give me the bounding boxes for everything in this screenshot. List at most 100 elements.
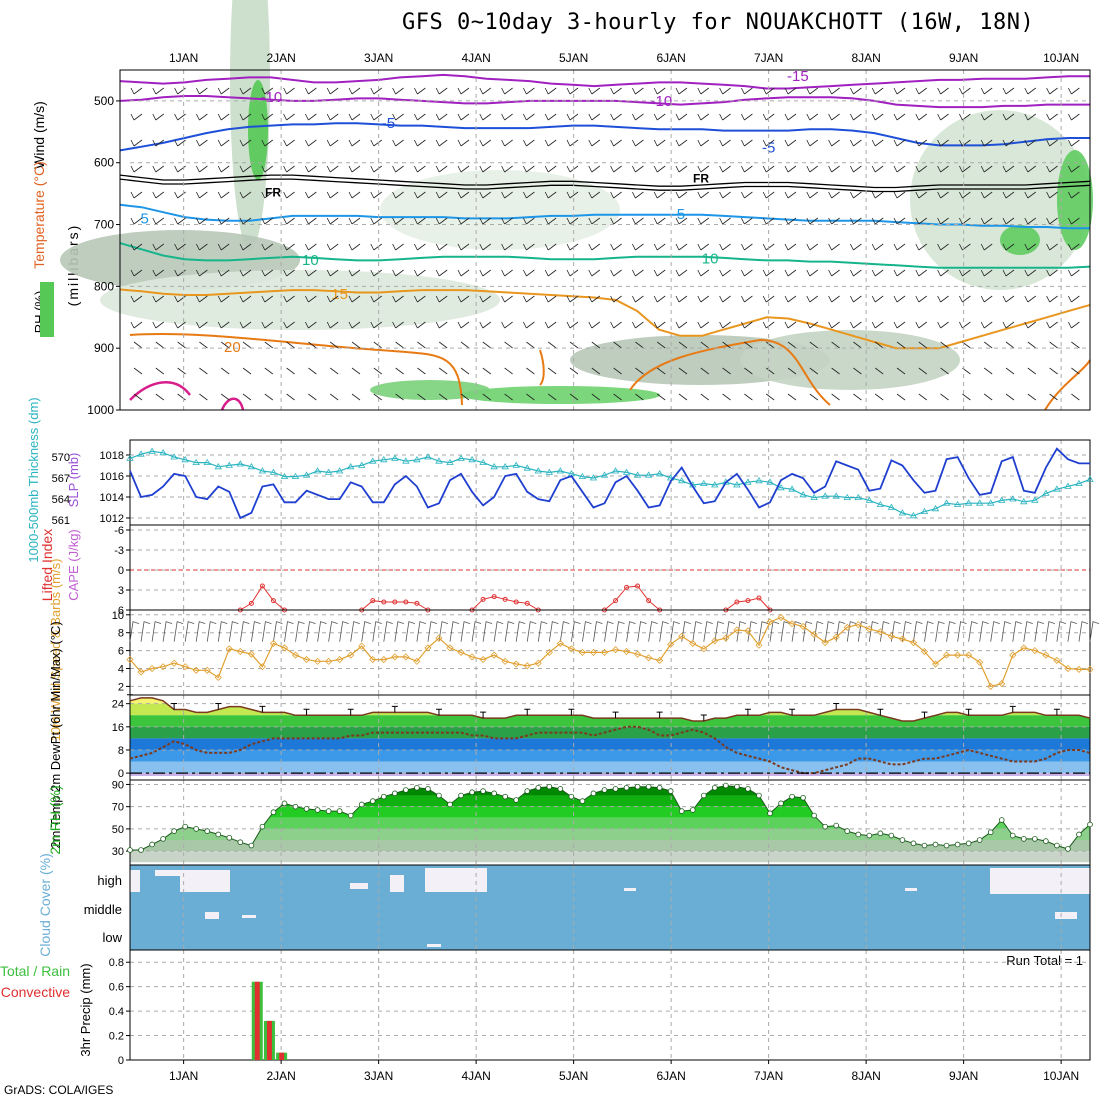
wind-barb — [940, 367, 949, 375]
wind-barb — [610, 191, 622, 199]
wind10m-barb — [957, 621, 967, 642]
wind-barb — [632, 243, 644, 251]
wind-barb — [613, 393, 622, 401]
wind-barb — [348, 87, 361, 95]
rh2m-point — [767, 810, 773, 817]
wind-barb — [152, 269, 165, 277]
wind-barb — [610, 295, 622, 303]
wind-barb — [940, 341, 949, 349]
wind10m-point — [700, 645, 708, 653]
wind-barb — [613, 367, 622, 375]
wind10m-point — [512, 660, 520, 668]
wind-barb — [806, 139, 819, 147]
wind-barb — [675, 139, 688, 147]
wind10m-barb — [1056, 621, 1067, 642]
wind-barb — [501, 217, 513, 225]
wind-barb — [261, 139, 274, 147]
wind-barb — [809, 393, 819, 401]
wind-barb — [526, 367, 535, 375]
temp-minmax-bar — [656, 711, 663, 719]
thickness-point — [832, 492, 840, 499]
wind10m-barb — [206, 621, 217, 642]
wind-barb — [435, 191, 448, 199]
rh-ytick-label: 90 — [112, 779, 124, 791]
wind10m-barb — [868, 621, 879, 642]
wind-barb — [479, 113, 492, 121]
li-point — [745, 598, 751, 604]
wind10m-point — [865, 625, 873, 633]
thickness-point — [920, 507, 929, 514]
rh2m-point — [436, 792, 442, 799]
thickness-point — [777, 484, 785, 491]
wind-barb — [853, 367, 862, 375]
wind10m-point — [777, 613, 785, 622]
wind-barb — [980, 139, 993, 147]
wind-barb — [370, 191, 383, 199]
slp-ytick-label: 1018 — [100, 450, 124, 462]
wind-barb — [762, 217, 775, 225]
li-line — [725, 597, 771, 611]
wind-barb — [217, 139, 230, 147]
wind-barb — [566, 87, 579, 95]
temp-band — [130, 703, 1090, 716]
wind-barb — [414, 321, 426, 329]
wind-barb — [566, 165, 579, 173]
thickness-point — [313, 467, 322, 474]
wind-barb — [893, 243, 906, 251]
rh-ytick-label: 30 — [112, 846, 124, 858]
rh2m-point — [248, 842, 255, 849]
wind10m-barb — [526, 621, 537, 642]
wind-barb — [174, 321, 186, 329]
temp-minmax-bar — [568, 708, 575, 716]
wind-barb — [414, 243, 426, 251]
wind-barb — [283, 113, 295, 121]
thickness-point — [247, 463, 256, 470]
wind10m-point — [280, 644, 289, 652]
wind-barb — [1002, 217, 1015, 225]
wind-barb — [893, 113, 906, 121]
wind-barb — [457, 139, 470, 147]
wind-barb — [286, 367, 295, 375]
li-ytick-label: 3 — [118, 585, 124, 597]
wind-barb — [697, 191, 710, 199]
wind10m-point — [402, 653, 410, 661]
wind-barb — [308, 341, 317, 349]
wind10m-point — [854, 621, 862, 629]
wind-barb — [130, 87, 143, 95]
wind10m-barb — [659, 621, 669, 642]
wind-barb — [765, 341, 775, 349]
rh2m-point — [612, 786, 619, 792]
wind-barb — [326, 165, 339, 173]
rh2m-point — [380, 793, 387, 800]
wind-barb — [1024, 321, 1037, 329]
wind-barb — [588, 217, 601, 225]
wind-barb — [1068, 87, 1080, 95]
temp-minmax-bar — [215, 702, 222, 710]
x-tick-label-top: 8JAN — [851, 51, 880, 65]
wind-barb — [806, 243, 819, 251]
wind-barb — [871, 269, 884, 277]
wind-barb — [588, 269, 601, 277]
wind-barb — [806, 113, 819, 121]
wind10m-barb — [427, 621, 438, 642]
wind10m-point — [1064, 664, 1072, 673]
wind-barb — [261, 217, 274, 225]
wind-barb — [501, 87, 513, 95]
wind-barb — [1024, 165, 1037, 173]
wind-barb — [741, 269, 753, 277]
li-point — [624, 584, 630, 590]
rh2m-point — [1076, 831, 1082, 838]
thickness-point — [810, 493, 818, 500]
wind-barb — [566, 217, 579, 225]
rh-shade — [460, 386, 660, 404]
wind-barb — [199, 393, 208, 401]
ylabel-precip-total: Total / Rain — [0, 963, 70, 979]
wind-barb — [1002, 139, 1015, 147]
x-tick-label-bottom: 4JAN — [461, 1069, 490, 1083]
wind-barb — [174, 243, 186, 251]
wind-barb — [744, 393, 753, 401]
rh2m-point — [1065, 846, 1071, 852]
wind10m-point — [976, 658, 984, 666]
temp-ytick-label: 8 — [118, 745, 124, 757]
freezing-label: FR — [693, 172, 709, 186]
